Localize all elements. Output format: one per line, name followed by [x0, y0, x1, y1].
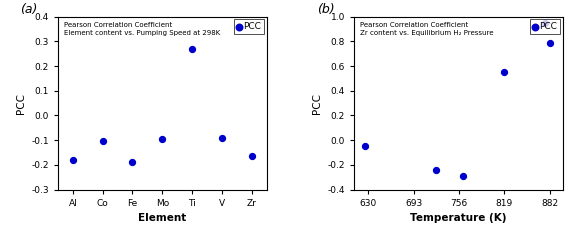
- X-axis label: Element: Element: [138, 213, 186, 223]
- Point: [540, 22, 549, 25]
- Legend: PCC: PCC: [530, 19, 560, 34]
- Legend: PCC: PCC: [234, 19, 264, 34]
- X-axis label: Temperature (K): Temperature (K): [410, 213, 506, 223]
- Point: [500, 70, 509, 73]
- Point: [98, 140, 107, 143]
- Point: [459, 174, 468, 178]
- Point: [432, 169, 441, 172]
- Point: [68, 158, 78, 162]
- Point: [128, 160, 137, 164]
- Point: [247, 154, 256, 158]
- Text: (b): (b): [317, 3, 334, 16]
- Text: Pearson Correlation Coefficient
Zr content vs. Equilibrium H₂ Pressure: Pearson Correlation Coefficient Zr conte…: [360, 22, 494, 36]
- Text: (a): (a): [20, 3, 38, 16]
- Text: Pearson Correlation Coefficient
Element content vs. Pumping Speed at 298K: Pearson Correlation Coefficient Element …: [64, 22, 220, 36]
- Point: [217, 136, 226, 140]
- Point: [158, 137, 167, 141]
- Point: [187, 47, 197, 51]
- Point: [360, 144, 369, 148]
- Y-axis label: PCC: PCC: [312, 93, 322, 114]
- Point: [545, 41, 554, 44]
- Y-axis label: PCC: PCC: [16, 93, 26, 114]
